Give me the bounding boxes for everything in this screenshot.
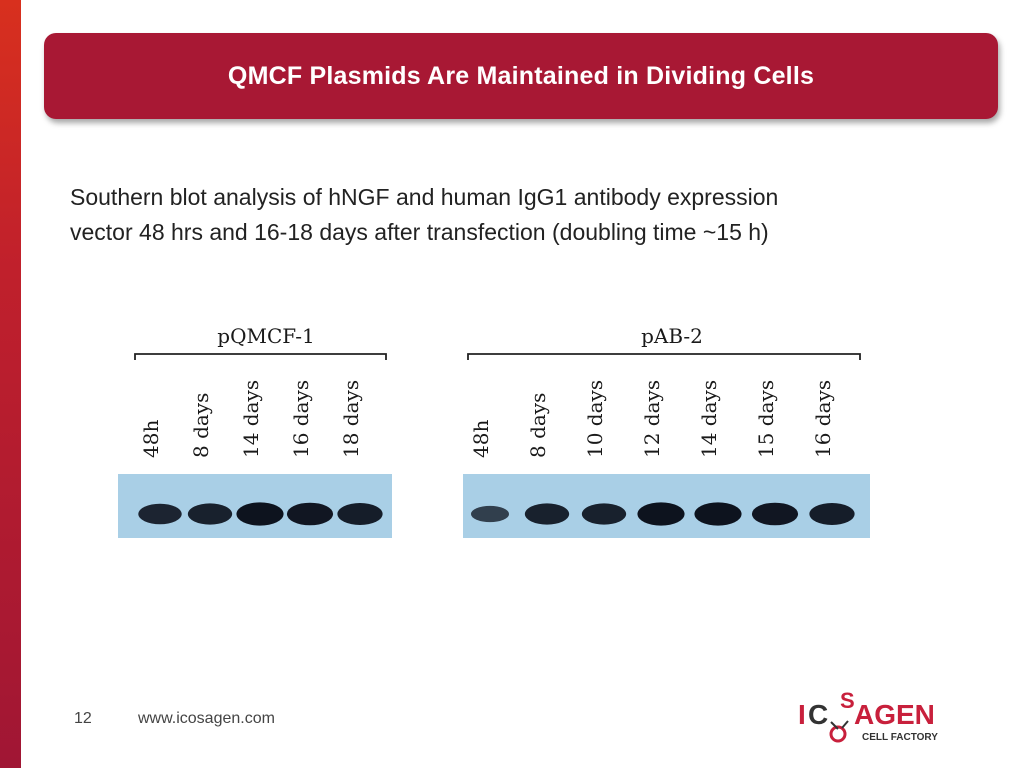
lane-label-pqmcf1-3: 16 days bbox=[289, 380, 313, 458]
body-line-1: Southern blot analysis of hNGF and human… bbox=[70, 184, 779, 210]
southern-blot-figure: pQMCF-1 48h 8 days 14 days 16 days 18 days p… bbox=[110, 316, 880, 546]
lane-label-pab2-3: 12 days bbox=[640, 380, 664, 458]
svg-text:I: I bbox=[798, 699, 806, 730]
icosagen-logo: I C S AGEN CELL FACTORY bbox=[796, 688, 956, 748]
body-line-2: vector 48 hrs and 16-18 days after trans… bbox=[70, 219, 769, 245]
blot-panel-pqmcf1: pQMCF-1 48h 8 days 14 days 16 days 18 days bbox=[118, 324, 392, 538]
left-accent-bar bbox=[0, 0, 21, 768]
panel-label-pqmcf1: pQMCF-1 bbox=[217, 324, 314, 348]
blot-band-pab2-0 bbox=[470, 505, 510, 523]
slide-title: QMCF Plasmids Are Maintained in Dividing… bbox=[227, 61, 815, 90]
lane-label-pab2-4: 14 days bbox=[697, 380, 721, 458]
body-text: Southern blot analysis of hNGF and human… bbox=[70, 180, 980, 250]
blot-band-pqmcf1-3 bbox=[286, 502, 334, 526]
panel-bracket-pqmcf1 bbox=[134, 353, 387, 360]
svg-text:S: S bbox=[840, 688, 855, 713]
lane-label-pab2-5: 15 days bbox=[754, 380, 778, 458]
svg-text:C: C bbox=[808, 699, 828, 730]
blot-band-pab2-2 bbox=[581, 503, 627, 525]
blot-band-pab2-1 bbox=[524, 503, 570, 525]
blot-band-pab2-6 bbox=[809, 503, 855, 525]
lane-label-pqmcf1-2: 14 days bbox=[239, 380, 263, 458]
lane-label-pab2-6: 16 days bbox=[811, 380, 835, 458]
title-banner: QMCF Plasmids Are Maintained in Dividing… bbox=[44, 33, 998, 119]
blot-band-pqmcf1-4 bbox=[337, 503, 383, 525]
page-number: 12 bbox=[74, 710, 92, 727]
blot-band-pqmcf1-0 bbox=[138, 503, 182, 525]
blot-band-pab2-4 bbox=[694, 502, 742, 526]
footer-url: www.icosagen.com bbox=[138, 710, 275, 727]
logo-tagline: CELL FACTORY bbox=[862, 732, 938, 743]
lane-label-pqmcf1-4: 18 days bbox=[339, 380, 363, 458]
panel-bracket-pab2 bbox=[467, 353, 861, 360]
blot-band-pab2-3 bbox=[637, 502, 685, 526]
lane-label-pqmcf1-1: 8 days bbox=[189, 393, 213, 458]
blot-band-pab2-5 bbox=[751, 502, 799, 526]
blot-band-pqmcf1-2 bbox=[236, 502, 284, 526]
panel-label-pab2: pAB-2 bbox=[641, 324, 703, 348]
lane-label-pab2-1: 8 days bbox=[526, 393, 550, 458]
blot-panel-pab2: pAB-2 48h 8 days 10 days 12 days 14 days 15 d… bbox=[463, 324, 870, 538]
blot-band-pqmcf1-1 bbox=[187, 503, 233, 525]
lane-label-pab2-2: 10 days bbox=[583, 380, 607, 458]
lane-label-pab2-0: 48h bbox=[469, 420, 493, 458]
svg-text:AGEN: AGEN bbox=[854, 699, 935, 730]
lane-label-pqmcf1-0: 48h bbox=[139, 420, 163, 458]
